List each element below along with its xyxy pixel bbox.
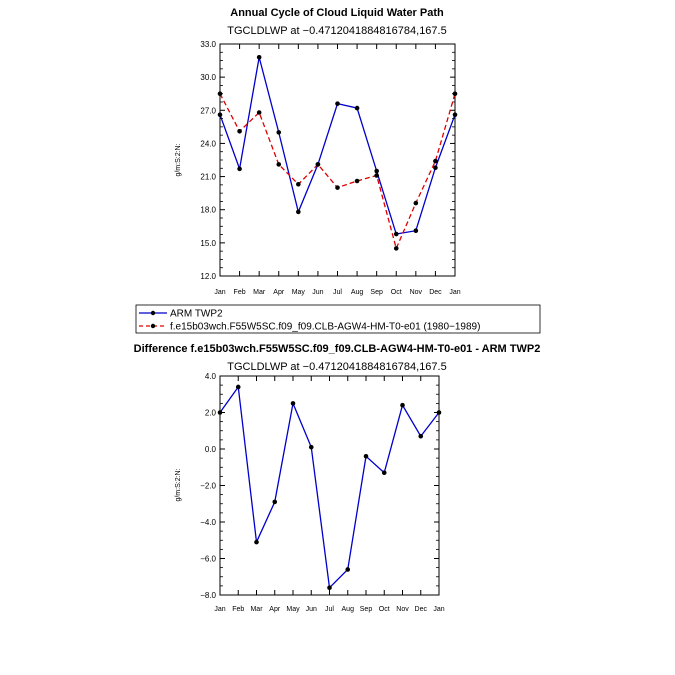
difference-chart: Difference f.e15b03wch.F55W5SC.f09_f09.C… xyxy=(134,343,541,613)
legend-marker-model xyxy=(150,323,156,329)
x-tick-label: Jul xyxy=(333,289,342,296)
data-point xyxy=(400,402,405,408)
y-tick-label: 15.0 xyxy=(200,239,216,248)
series-line-1 xyxy=(219,93,456,251)
series-line-0 xyxy=(219,57,456,235)
data-point xyxy=(418,433,424,439)
x-tick-label: Oct xyxy=(379,606,390,613)
data-point xyxy=(237,166,242,172)
y-tick-label: 12.0 xyxy=(200,272,216,281)
x-tick-label: Jan xyxy=(214,289,225,296)
x-tick-label: Nov xyxy=(410,289,423,296)
y-tick-label: 0.0 xyxy=(205,445,217,454)
data-point xyxy=(413,200,419,206)
y-tick-label: 27.0 xyxy=(200,106,216,115)
y-tick-label: 30.0 xyxy=(200,73,216,82)
y-tick-label: 24.0 xyxy=(200,139,216,148)
plot-frame xyxy=(219,375,440,596)
x-tick-label: Sep xyxy=(370,289,383,296)
data-point xyxy=(254,539,259,545)
data-point xyxy=(374,168,379,174)
x-tick-label: Oct xyxy=(391,289,402,296)
x-tick-label: Mar xyxy=(253,289,266,296)
x-tick-label: Jul xyxy=(325,606,334,613)
x-tick-label: Nov xyxy=(396,606,409,613)
data-point xyxy=(276,162,282,167)
x-tick-label: Apr xyxy=(273,289,285,296)
chart-title: Difference f.e15b03wch.F55W5SC.f09_f09.C… xyxy=(134,343,541,355)
data-point xyxy=(381,470,387,476)
data-point xyxy=(327,585,332,590)
x-tick-label: Apr xyxy=(269,606,281,613)
data-point xyxy=(374,173,379,178)
data-point xyxy=(354,105,360,111)
data-point xyxy=(256,54,262,60)
x-tick-label: Aug xyxy=(351,289,364,296)
x-tick-label: Aug xyxy=(342,606,355,613)
data-point xyxy=(256,110,262,115)
legend-box xyxy=(135,304,541,334)
annual-cycle-chart: Annual Cycle of Cloud Liquid Water Path … xyxy=(175,7,461,296)
legend-label-model: f.e15b03wch.F55W5SC.f09_f09.CLB-AGW4-HM-… xyxy=(170,322,480,333)
x-tick-label: Feb xyxy=(234,289,246,296)
x-tick-label: May xyxy=(292,289,306,296)
data-point xyxy=(413,228,419,234)
x-tick-label: Dec xyxy=(429,289,442,296)
data-point xyxy=(433,158,438,164)
y-tick-label: −6.0 xyxy=(200,555,216,564)
data-point xyxy=(363,454,369,459)
data-point xyxy=(276,130,282,135)
data-point xyxy=(217,410,223,415)
y-tick-label: −4.0 xyxy=(200,518,216,527)
y-tick-label: 4.0 xyxy=(205,372,217,381)
data-point xyxy=(452,112,458,118)
x-tick-label: Jan xyxy=(214,606,225,613)
data-point xyxy=(272,499,278,505)
legend-marker-arm xyxy=(150,310,156,316)
data-point xyxy=(436,410,442,415)
y-tick-label: 21.0 xyxy=(200,173,216,182)
data-point xyxy=(354,178,360,184)
y-tick-label: 2.0 xyxy=(205,409,217,418)
x-tick-label: May xyxy=(286,606,300,613)
data-point xyxy=(452,91,458,97)
x-tick-label: Jun xyxy=(312,289,323,296)
y-axis-label: g/m:S:2:N: xyxy=(175,468,182,501)
y-tick-label: −2.0 xyxy=(200,482,216,491)
data-point xyxy=(217,112,223,118)
x-tick-label: Feb xyxy=(232,606,244,613)
y-tick-label: 33.0 xyxy=(200,40,216,49)
data-point xyxy=(335,101,340,106)
x-tick-label: Dec xyxy=(415,606,428,613)
x-tick-label: Jun xyxy=(306,606,317,613)
y-tick-label: 18.0 xyxy=(200,206,216,215)
legend-label-arm: ARM TWP2 xyxy=(170,309,223,320)
data-point xyxy=(296,182,301,187)
data-point xyxy=(345,567,351,572)
chart-title: Annual Cycle of Cloud Liquid Water Path xyxy=(230,7,444,19)
x-tick-label: Mar xyxy=(250,606,263,613)
data-point xyxy=(393,246,399,251)
chart-subtitle: TGCLDLWP at −0.4712041884816784,167.5 xyxy=(227,361,446,373)
x-tick-label: Sep xyxy=(360,606,373,613)
y-axis-label: g/m:S:2:N: xyxy=(175,143,182,176)
data-point xyxy=(393,231,399,237)
legend: ARM TWP2 f.e15b03wch.F55W5SC.f09_f09.CLB… xyxy=(135,304,541,334)
data-point xyxy=(290,401,296,406)
y-tick-label: −8.0 xyxy=(200,591,216,600)
data-point xyxy=(433,165,438,171)
x-tick-label: Jan xyxy=(449,289,460,296)
data-point xyxy=(296,209,301,215)
series-line-0 xyxy=(219,385,440,590)
data-point xyxy=(217,91,223,97)
data-point xyxy=(235,384,241,390)
data-point xyxy=(308,444,314,450)
chart-subtitle: TGCLDLWP at −0.4712041884816784,167.5 xyxy=(227,25,446,37)
x-tick-label: Jan xyxy=(433,606,444,613)
data-point xyxy=(335,185,340,190)
data-point xyxy=(237,128,242,134)
data-point xyxy=(315,162,321,167)
